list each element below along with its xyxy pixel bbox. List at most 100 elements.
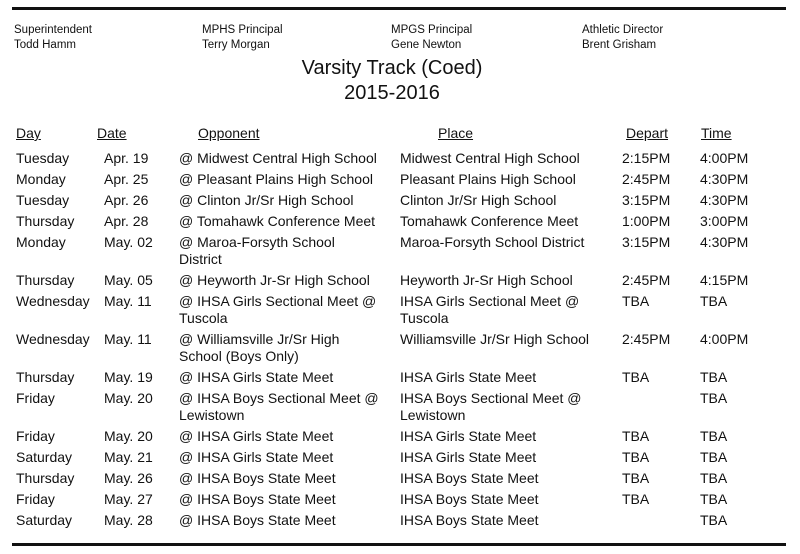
table-row: Tuesday Apr. 19 @ Midwest Central High Sch…: [0, 150, 800, 171]
table-row: Thursday May. 05 @ Heyworth Jr-Sr High Sch…: [0, 272, 800, 293]
cell-date: May. 28: [104, 512, 153, 528]
cell-place: IHSA Girls State Meet: [400, 449, 537, 465]
cell-place: IHSA Girls Sectional Meet @ Tuscola: [400, 293, 580, 326]
table-row: Wednesday May. 11 @ Williamsville Jr/Sr Hi…: [0, 331, 800, 369]
cell-day: Wednesday: [16, 331, 90, 347]
cell-day: Saturday: [16, 449, 73, 465]
cell-time: 4:30PM: [700, 171, 749, 187]
cell-opponent: @ Pleasant Plains High School: [179, 171, 373, 187]
cell-date: Apr. 25: [104, 171, 149, 187]
cell-depart: 2:15PM: [622, 150, 671, 166]
table-row: Friday May. 20 @ IHSA Girls State Meet IHSA…: [0, 428, 800, 449]
cell-opponent: @ Heyworth Jr-Sr High School: [179, 272, 370, 288]
cell-time: TBA: [700, 470, 728, 486]
table-row: Wednesday May. 11 @ IHSA Girls Sectional M…: [0, 293, 800, 331]
cell-depart: 3:15PM: [622, 234, 671, 250]
table-row: Tuesday Apr. 26 @ Clinton Jr/Sr High Schoo…: [0, 192, 800, 213]
table-row: Friday May. 20 @ IHSA Boys Sectional Meet …: [0, 390, 800, 428]
staff-superintendent: Superintendent Todd Hamm: [14, 23, 92, 53]
cell-opponent: @ Maroa-Forsyth School District: [179, 234, 335, 267]
cell-time: TBA: [700, 512, 728, 528]
cell-place: Heyworth Jr-Sr High School: [400, 272, 573, 288]
cell-place: IHSA Boys State Meet: [400, 491, 539, 507]
cell-day: Friday: [16, 491, 55, 507]
cell-date: May. 05: [104, 272, 153, 288]
cell-opponent: @ IHSA Boys State Meet: [179, 470, 336, 486]
cell-place: Clinton Jr/Sr High School: [400, 192, 557, 208]
table-row: Thursday May. 26 @ IHSA Boys State Meet IHS…: [0, 470, 800, 491]
staff-name: Brent Grisham: [582, 39, 657, 51]
cell-time: TBA: [700, 369, 728, 385]
cell-opponent: @ IHSA Boys Sectional Meet @ Lewistown: [179, 390, 379, 423]
table-row: Monday Apr. 25 @ Pleasant Plains High Scho…: [0, 171, 800, 192]
cell-day: Friday: [16, 428, 55, 444]
cell-place: Williamsville Jr/Sr High School: [400, 331, 590, 347]
cell-place: Tomahawk Conference Meet: [400, 213, 579, 229]
cell-opponent: @ Williamsville Jr/Sr High School (Boys …: [179, 331, 340, 364]
cell-depart: 3:15PM: [622, 192, 671, 208]
cell-time: 4:30PM: [700, 234, 749, 250]
staff-role: MPGS Principal: [391, 24, 473, 36]
staff-name: Gene Newton: [391, 39, 462, 51]
page-title: Varsity Track (Coed): [301, 57, 483, 79]
top-rule: [12, 7, 786, 10]
cell-date: May. 20: [104, 428, 153, 444]
schedule-table: Tuesday Apr. 19 @ Midwest Central High Sch…: [0, 150, 800, 533]
table-row: Thursday Apr. 28 @ Tomahawk Conference Mee…: [0, 213, 800, 234]
cell-time: TBA: [700, 449, 728, 465]
header-opponent: Opponent: [198, 125, 260, 141]
cell-depart: TBA: [622, 470, 650, 486]
cell-day: Friday: [16, 390, 55, 406]
cell-opponent: @ IHSA Boys State Meet: [179, 491, 336, 507]
staff-mphs-principal: MPHS Principal Terry Morgan: [202, 23, 283, 53]
cell-date: May. 21: [104, 449, 153, 465]
header-day: Day: [16, 125, 41, 141]
cell-day: Thursday: [16, 213, 75, 229]
cell-time: TBA: [700, 491, 728, 507]
cell-depart: TBA: [622, 369, 650, 385]
cell-depart: 2:45PM: [622, 272, 671, 288]
cell-depart: TBA: [622, 449, 650, 465]
cell-day: Thursday: [16, 470, 75, 486]
season: 2015-2016: [344, 82, 440, 104]
cell-date: Apr. 28: [104, 213, 149, 229]
table-row: Friday May. 27 @ IHSA Boys State Meet IHSA …: [0, 491, 800, 512]
cell-day: Tuesday: [16, 150, 70, 166]
cell-depart: 2:45PM: [622, 331, 671, 347]
cell-time: TBA: [700, 390, 728, 406]
table-row: Monday May. 02 @ Maroa-Forsyth School Dist…: [0, 234, 800, 272]
header-place: Place: [438, 125, 474, 141]
cell-day: Wednesday: [16, 293, 90, 309]
staff-role: MPHS Principal: [202, 24, 283, 36]
cell-place: IHSA Girls State Meet: [400, 369, 537, 385]
header-depart: Depart: [626, 125, 669, 141]
staff-athletic-director: Athletic Director Brent Grisham: [582, 23, 663, 53]
cell-date: May. 11: [104, 331, 152, 347]
cell-date: Apr. 19: [104, 150, 149, 166]
cell-place: Maroa-Forsyth School District: [400, 234, 585, 250]
cell-time: 4:00PM: [700, 331, 749, 347]
cell-depart: TBA: [622, 428, 650, 444]
cell-place: IHSA Boys State Meet: [400, 512, 539, 528]
cell-depart: TBA: [622, 293, 650, 309]
bottom-rule: [12, 543, 786, 546]
cell-time: TBA: [700, 428, 728, 444]
cell-day: Monday: [16, 171, 66, 187]
cell-date: May. 27: [104, 491, 153, 507]
header-date: Date: [97, 125, 127, 141]
cell-day: Thursday: [16, 369, 75, 385]
cell-depart: 1:00PM: [622, 213, 671, 229]
staff-name: Terry Morgan: [202, 39, 270, 51]
table-row: Saturday May. 21 @ IHSA Girls State Meet IH…: [0, 449, 800, 470]
cell-date: May. 11: [104, 293, 152, 309]
staff-name: Todd Hamm: [14, 39, 76, 51]
cell-time: TBA: [700, 293, 728, 309]
cell-place: Pleasant Plains High School: [400, 171, 576, 187]
cell-time: 4:30PM: [700, 192, 749, 208]
cell-place: IHSA Boys Sectional Meet @ Lewistown: [400, 390, 582, 423]
cell-opponent: @ IHSA Girls State Meet: [179, 428, 334, 444]
cell-day: Thursday: [16, 272, 75, 288]
cell-date: Apr. 26: [104, 192, 149, 208]
cell-date: May. 26: [104, 470, 153, 486]
staff-role: Superintendent: [14, 24, 93, 36]
